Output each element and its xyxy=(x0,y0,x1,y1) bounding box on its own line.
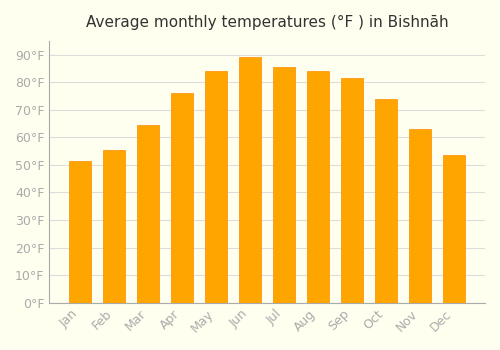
Bar xyxy=(69,161,92,303)
Bar xyxy=(409,129,431,303)
Title: Average monthly temperatures (°F ) in Bishnāh: Average monthly temperatures (°F ) in Bi… xyxy=(86,15,449,30)
Bar xyxy=(273,67,295,303)
Bar xyxy=(137,125,159,303)
Bar xyxy=(375,99,397,303)
Bar xyxy=(341,78,363,303)
Bar xyxy=(171,93,193,303)
Bar xyxy=(205,71,227,303)
Bar xyxy=(239,57,261,303)
Bar xyxy=(443,155,465,303)
Bar xyxy=(307,71,329,303)
Bar xyxy=(103,150,126,303)
